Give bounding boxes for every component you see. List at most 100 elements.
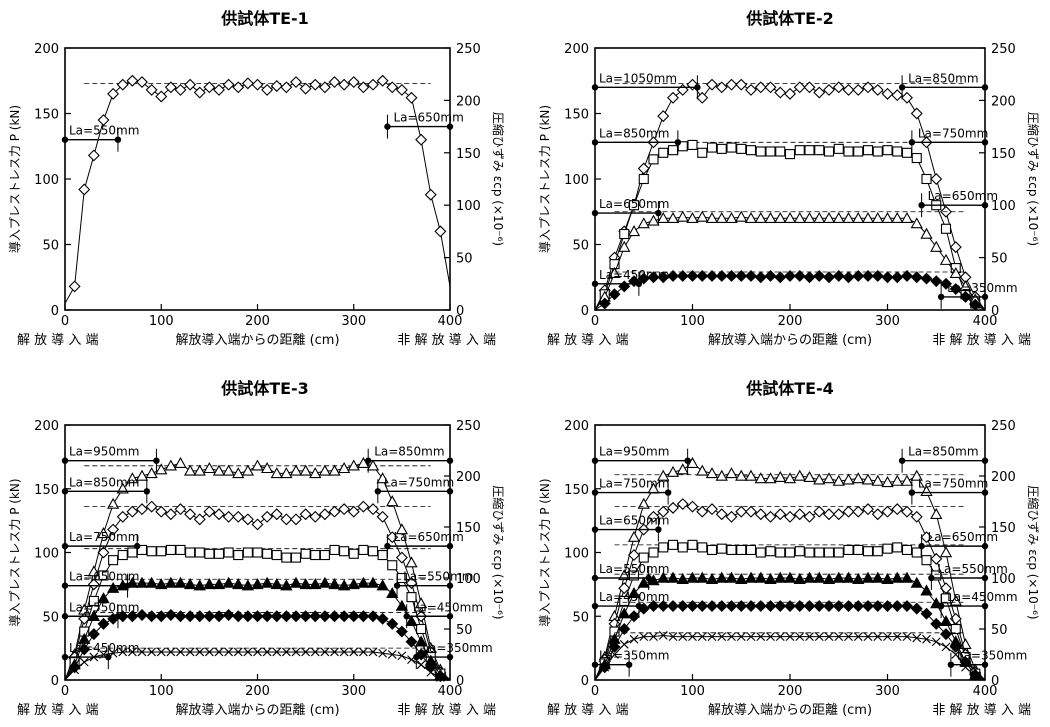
data-point-triangle-filled <box>861 571 875 583</box>
data-point-triangle-open <box>696 464 709 476</box>
data-point-square-open <box>194 547 205 558</box>
data-point-square-open <box>833 547 844 558</box>
data-point-triangle-open <box>705 467 719 479</box>
data-point-cross <box>629 634 639 644</box>
data-point-triangle-open <box>174 456 187 468</box>
data-point-square-open <box>367 546 379 557</box>
data-point-triangle-filled <box>822 572 836 584</box>
data-point-cross <box>349 647 359 657</box>
data-point-diamond-filled <box>347 610 360 623</box>
data-point-triangle-open <box>910 217 923 229</box>
x-axis-label: 解放導入端からの距離 (cm) <box>175 333 339 348</box>
transfer-length-label: La=650mm <box>599 197 669 211</box>
data-point-diamond-open <box>193 513 206 526</box>
data-point-triangle-open <box>193 464 206 476</box>
data-point-diamond-open <box>667 501 679 514</box>
y-tick-label-right: 150 <box>991 521 1016 536</box>
y-tick-label-left: 50 <box>42 610 59 625</box>
data-point-square-open <box>98 570 109 581</box>
bar-end-dot <box>591 661 599 668</box>
data-point-diamond-open <box>920 531 933 544</box>
data-point-diamond-open <box>87 149 100 162</box>
data-point-diamond-open <box>145 500 158 513</box>
x-tick-label: 300 <box>341 684 366 699</box>
data-point-cross <box>727 632 736 642</box>
y-tick-label-left: 50 <box>572 610 589 625</box>
data-point-diamond-filled <box>667 269 679 282</box>
transfer-length-label: La=650mm <box>599 514 669 528</box>
data-point-triangle-open <box>910 469 923 481</box>
data-point-square-open <box>823 547 835 558</box>
data-point-cross <box>262 647 272 657</box>
data-point-square-open <box>628 200 640 211</box>
data-point-diamond-open <box>774 86 787 99</box>
data-point-cross <box>639 632 649 642</box>
data-point-diamond-open <box>107 523 120 536</box>
transfer-length-annotation: La=850mm <box>898 71 989 100</box>
data-point-triangle-open <box>735 210 748 222</box>
data-point-square-open <box>319 549 330 561</box>
data-point-cross <box>658 630 668 640</box>
y-tick-label-right: 0 <box>991 304 999 319</box>
data-point-diamond-filled <box>764 600 777 613</box>
data-point-square-open <box>745 544 757 556</box>
y-axis-label-right: 圧縮ひずみ εcp (×10⁻⁶) <box>491 112 506 246</box>
data-point-diamond-open <box>280 81 293 94</box>
data-point-diamond-open <box>852 83 865 96</box>
data-point-diamond-filled <box>164 608 177 621</box>
data-point-diamond-open <box>155 90 168 103</box>
data-point-triangle-filled <box>686 571 699 583</box>
data-point-diamond-filled <box>608 640 621 653</box>
data-point-triangle-open <box>289 464 303 476</box>
bar-end-dot <box>591 84 599 91</box>
data-point-square-open <box>794 546 805 557</box>
data-point-triangle-filled <box>618 607 631 619</box>
data-point-diamond-filled <box>940 277 952 290</box>
y-tick-label-left: 0 <box>51 674 59 689</box>
data-point-diamond-open <box>745 505 757 518</box>
data-point-square-open <box>416 623 427 635</box>
x-tick-label: 200 <box>778 684 803 699</box>
data-point-triangle-open <box>842 211 855 224</box>
bar-end-dot <box>981 489 989 496</box>
data-point-triangle-open <box>813 473 826 485</box>
y-tick-label-left: 50 <box>42 239 59 254</box>
data-point-triangle-filled <box>414 635 428 647</box>
y-tick-label-left: 100 <box>34 173 59 188</box>
data-point-square-open <box>843 146 854 157</box>
data-point-square-open <box>638 173 649 185</box>
data-point-cross <box>746 632 756 642</box>
data-point-triangle-open <box>299 464 312 476</box>
data-point-diamond-filled <box>881 600 894 613</box>
data-point-diamond-open <box>116 78 129 91</box>
data-point-diamond-filled <box>754 600 767 613</box>
data-point-diamond-filled <box>647 271 660 284</box>
data-point-triangle-filled <box>193 579 206 591</box>
transfer-length-annotation: La=550mm <box>591 562 669 590</box>
data-point-triangle-filled <box>203 578 216 590</box>
data-point-diamond-open <box>803 81 816 94</box>
data-point-diamond-open <box>155 505 168 518</box>
data-point-triangle-open <box>212 464 226 476</box>
x-label-nonrelease-end: 非 解 放 導 入 端 <box>397 333 496 348</box>
data-point-square-open <box>204 548 215 559</box>
data-point-diamond-filled <box>657 271 670 284</box>
data-point-triangle-open <box>832 211 845 224</box>
data-point-square-open <box>213 548 225 559</box>
x-tick-label: 100 <box>149 314 174 329</box>
data-point-diamond-open <box>270 508 283 521</box>
x-axis-label: 解放導入端からの距離 (cm) <box>708 333 872 348</box>
data-point-diamond-open <box>647 510 660 523</box>
series-triangle-filled <box>595 571 985 681</box>
transfer-length-label: La=550mm <box>599 562 669 576</box>
data-point-diamond-filled <box>852 269 865 282</box>
data-point-cross <box>697 632 707 642</box>
data-point-square-open <box>755 146 766 157</box>
transfer-length-annotation: La=350mm <box>947 649 1027 677</box>
data-point-diamond-open <box>357 500 370 513</box>
data-point-triangle-open <box>764 211 777 224</box>
data-point-square-open <box>765 146 776 157</box>
data-point-triangle-filled <box>715 571 728 583</box>
data-point-square-open <box>911 547 922 558</box>
y-tick-label-left: 150 <box>564 108 589 123</box>
